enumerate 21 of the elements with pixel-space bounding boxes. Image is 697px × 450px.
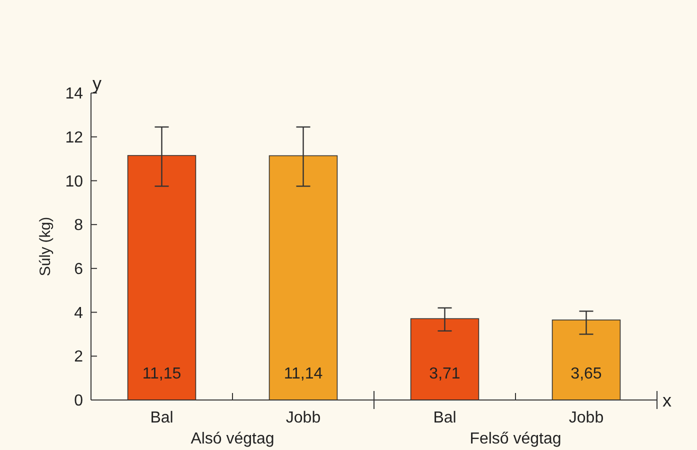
text: Alsó végtag (190, 430, 274, 448)
y-tick-label: 0 (74, 392, 84, 410)
x-tick-label: Bal (150, 410, 174, 427)
text: x (662, 390, 672, 410)
y-tick-label: 4 (74, 304, 84, 322)
data-label: 11,15 (142, 366, 182, 383)
data-label: 3,71 (429, 366, 460, 383)
y-tick-label: 12 (65, 129, 84, 146)
x-tick-label: Bal (433, 410, 456, 427)
annotation: y (92, 73, 102, 94)
y-tick-label: 8 (74, 217, 84, 234)
data-label: 11,14 (284, 366, 323, 383)
y-tick-label: 14 (65, 86, 84, 103)
x-tick-label: Jobb (286, 410, 321, 427)
y-tick-label: 10 (65, 173, 84, 190)
data-label: 3,65 (570, 366, 602, 383)
y-tick-label: 6 (74, 261, 84, 278)
text: Felső végtag (470, 430, 562, 448)
y-axis-title: Súly (kg) (37, 216, 54, 276)
x-tick-label: Jobb (568, 410, 604, 427)
y-tick-label: 2 (74, 348, 84, 366)
